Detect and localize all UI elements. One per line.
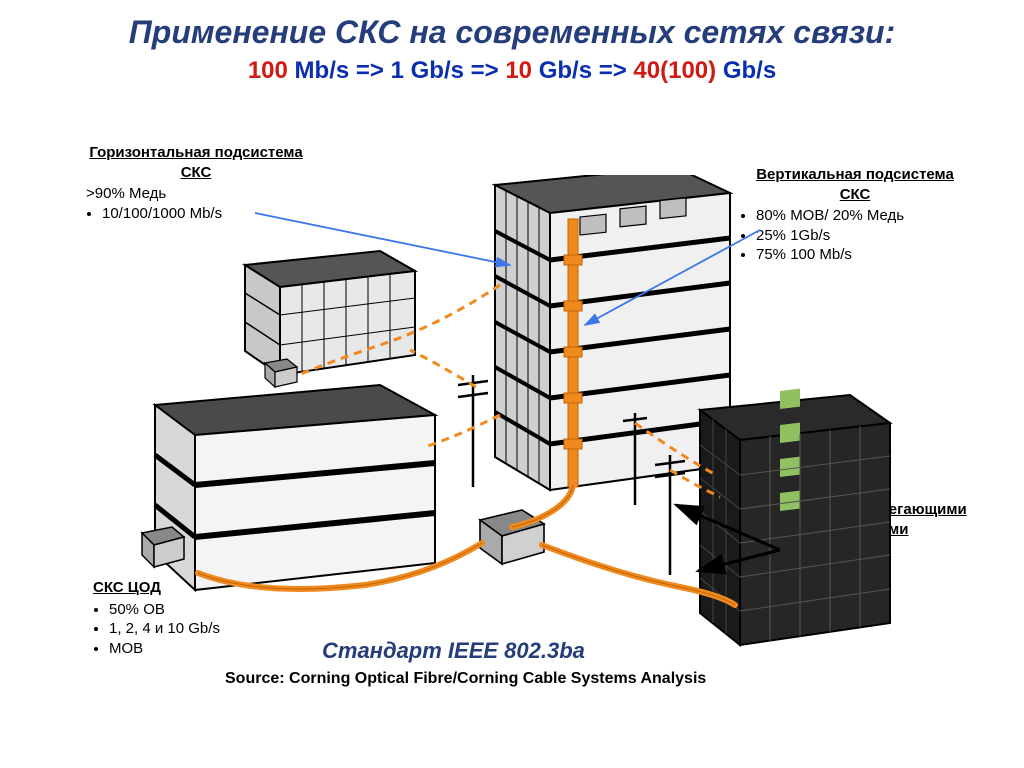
building-left-front (142, 385, 435, 590)
diagram-svg (80, 175, 950, 665)
building-main-tall (495, 175, 730, 490)
speeds-progression: 100 Mb/s => 1 Gb/s => 10 Gb/s => 40(100)… (0, 57, 1024, 85)
network-diagram (80, 175, 950, 665)
building-right-dark (700, 389, 890, 645)
source-citation: Source: Corning Optical Fibre/Corning Ca… (225, 670, 706, 688)
building-small-back (245, 251, 415, 387)
slide-title: Применение СКС на современных сетях связ… (0, 0, 1024, 51)
